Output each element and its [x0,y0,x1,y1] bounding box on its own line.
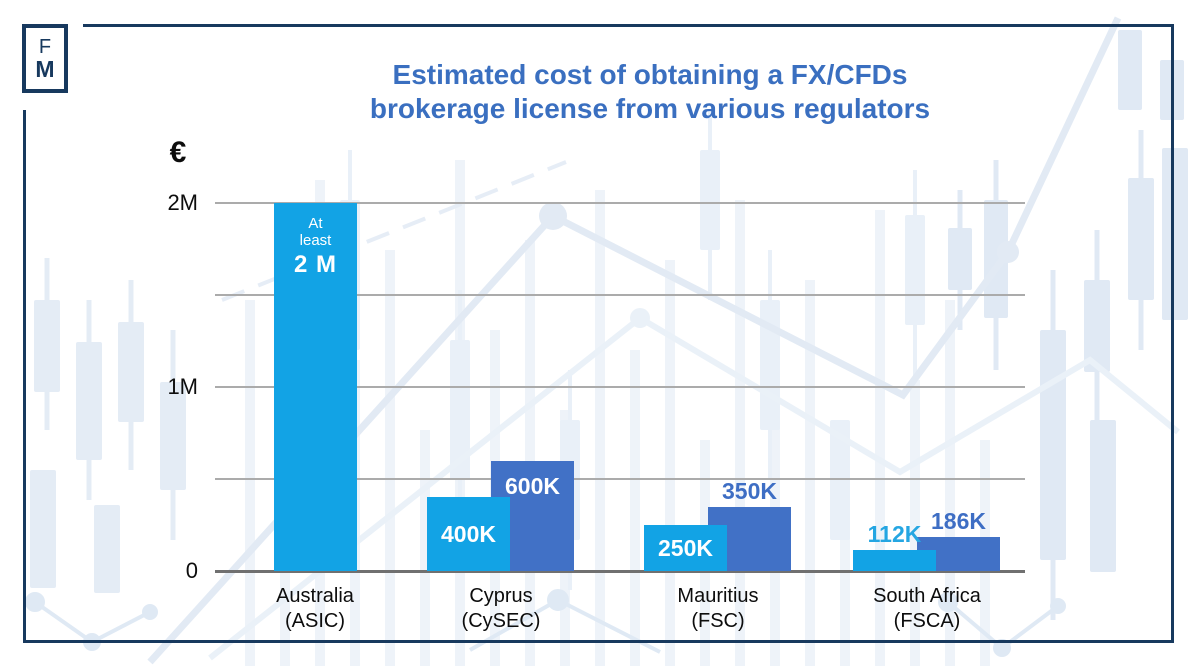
bar-value-label-above: 112K [867,521,922,548]
bar-value-label: 400K [441,521,496,548]
category-name: South Africa [873,585,981,607]
bar-value-label-above: 186K [931,507,986,534]
frame-line-left [23,110,26,640]
category-name: Cyprus [469,585,533,607]
bar-value-label: 600K [505,472,560,499]
bar-south-africa-light [853,550,936,571]
bar-note: At least [299,215,332,249]
bar-mauritius-light: 250K [644,525,727,571]
frame-line-top [83,24,1174,27]
gridline-2000k [215,202,1025,204]
category-name: Mauritius [677,585,759,607]
category-name: Australia [276,585,354,607]
frame-line-bottom [23,640,1174,643]
chart-title-line-2: brokerage license from various regulator… [369,93,931,124]
y-tick-label-2M: 2M [167,190,198,215]
gridline-1500k [215,294,1025,296]
regulator-name: (FSC) [691,610,745,632]
fm-logo-letter-f: F [38,35,52,58]
fm-logo: F M [22,24,68,93]
x-axis-baseline [215,570,1025,573]
x-axis-label-mauritius: Mauritius (FSC) [608,584,828,634]
regulator-name: (CySEC) [461,610,541,632]
bar-australia-light: At least 2 M [274,203,357,571]
bar-value-label: 250K [658,535,713,561]
regulator-name: (FSCA) [893,610,961,632]
bar-value-label: 2 M [293,251,337,278]
gridline-1000k [215,386,1025,388]
chart-title: Estimated cost of obtaining a FX/CFDs br… [250,58,1050,126]
y-tick-label-1M: 1M [167,374,198,399]
x-axis-label-australia: Australia (ASIC) [205,584,425,634]
y-axis-currency-label: € [169,136,187,169]
x-axis-label-cyprus: Cyprus (CySEC) [391,584,611,634]
frame-line-right [1171,24,1174,643]
chart-title-line-1: Estimated cost of obtaining a FX/CFDs [392,59,908,90]
x-axis-label-south-africa: South Africa (FSCA) [817,584,1037,634]
bar-cyprus-light: 400K [427,497,510,571]
regulator-name: (ASIC) [285,610,345,632]
bar-value-label-above: 350K [722,477,777,504]
gridline-500k [215,478,1025,480]
y-tick-label-0: 0 [185,558,198,583]
fm-logo-letter-m: M [35,55,55,82]
